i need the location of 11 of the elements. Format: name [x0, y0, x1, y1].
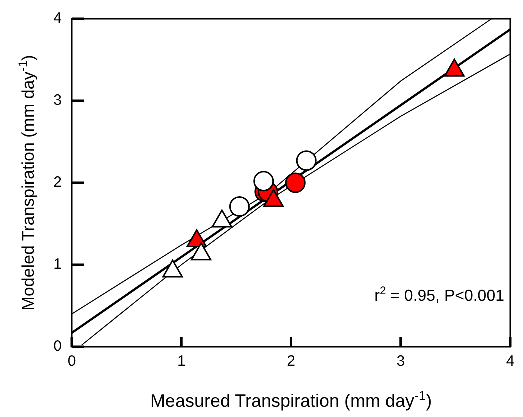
x-tick-label: 3	[396, 353, 406, 370]
x-tick-label: 2	[287, 353, 296, 370]
y-tick-label: 0	[54, 338, 62, 356]
x-tick-label: 0	[68, 353, 76, 370]
y-tick-label: 2	[54, 174, 62, 192]
y-axis-title: Modeled Transpiration (mm day-1)	[16, 55, 38, 311]
y-tick-label: 3	[54, 92, 62, 110]
y-tick-label: 4	[54, 10, 62, 28]
x-tick-label: 1	[177, 353, 186, 370]
x-tick-label: 4	[506, 353, 515, 370]
y-tick-label: 1	[54, 256, 62, 274]
